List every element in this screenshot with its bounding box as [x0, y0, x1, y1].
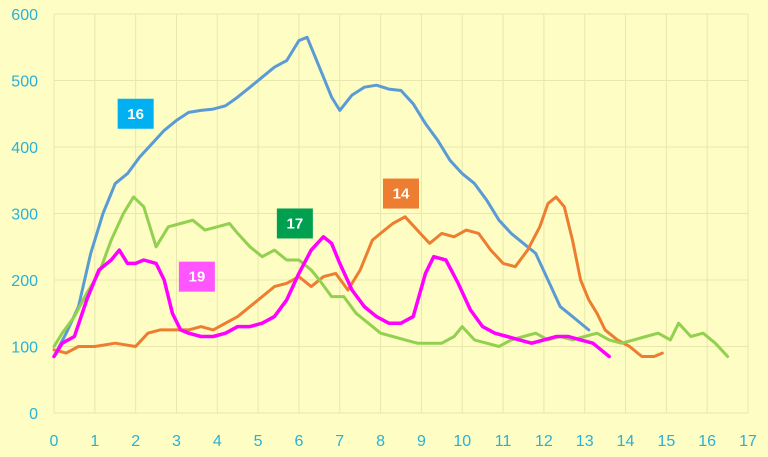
y-tick-label: 600	[11, 7, 38, 24]
x-tick-label: 9	[417, 433, 426, 450]
x-tick-label: 1	[90, 433, 99, 450]
x-tick-label: 8	[376, 433, 385, 450]
y-tick-label: 100	[11, 340, 38, 357]
x-tick-label: 13	[576, 433, 594, 450]
series-tag-label: 16	[127, 106, 144, 123]
series-tag-label: 19	[189, 269, 206, 286]
series-tag-label: 14	[393, 186, 410, 203]
y-tick-label: 200	[11, 273, 38, 290]
series-tag-box	[117, 98, 154, 129]
x-tick-label: 6	[294, 433, 303, 450]
x-tick-label: 4	[213, 433, 222, 450]
y-tick-label: 300	[11, 207, 38, 224]
series-tag-14: 14	[383, 178, 419, 209]
x-tick-label: 16	[698, 433, 716, 450]
series-tag-17: 17	[276, 208, 313, 239]
x-axis-tick-labels: 0 1 2 3 4 5 6 7 8 9 10 11 12 13 14 15 16 17	[50, 433, 757, 450]
y-tick-label: 0	[29, 406, 38, 423]
x-tick-label: 3	[172, 433, 181, 450]
x-tick-label: 7	[335, 433, 344, 450]
series-tag-box	[383, 178, 419, 209]
x-tick-label: 0	[50, 433, 59, 450]
x-tick-label: 14	[617, 433, 635, 450]
x-tick-label: 15	[657, 433, 675, 450]
y-tick-label: 500	[11, 74, 38, 91]
series-tag-box	[276, 208, 313, 239]
series-line-17	[52, 195, 730, 358]
x-tick-label: 11	[495, 433, 512, 450]
series-line-16	[52, 35, 591, 358]
x-tick-label: 10	[453, 433, 471, 450]
x-tick-label: 5	[254, 433, 263, 450]
y-axis-tick-labels: 0 100 200 300 400 500 600	[11, 7, 38, 423]
series-lines	[52, 35, 730, 359]
x-tick-label: 2	[131, 433, 140, 450]
series-tags: 16 14 17 19	[117, 98, 419, 292]
gridlines	[53, 13, 749, 414]
series-tag-16: 16	[117, 98, 154, 129]
series-line-14	[52, 195, 664, 358]
x-tick-label: 17	[739, 433, 757, 450]
series-tag-box	[178, 261, 215, 292]
series-tag-19: 19	[178, 261, 215, 292]
y-tick-label: 400	[11, 140, 38, 157]
x-tick-label: 12	[535, 433, 553, 450]
series-line-19	[52, 235, 611, 359]
series-tag-label: 17	[287, 215, 304, 232]
